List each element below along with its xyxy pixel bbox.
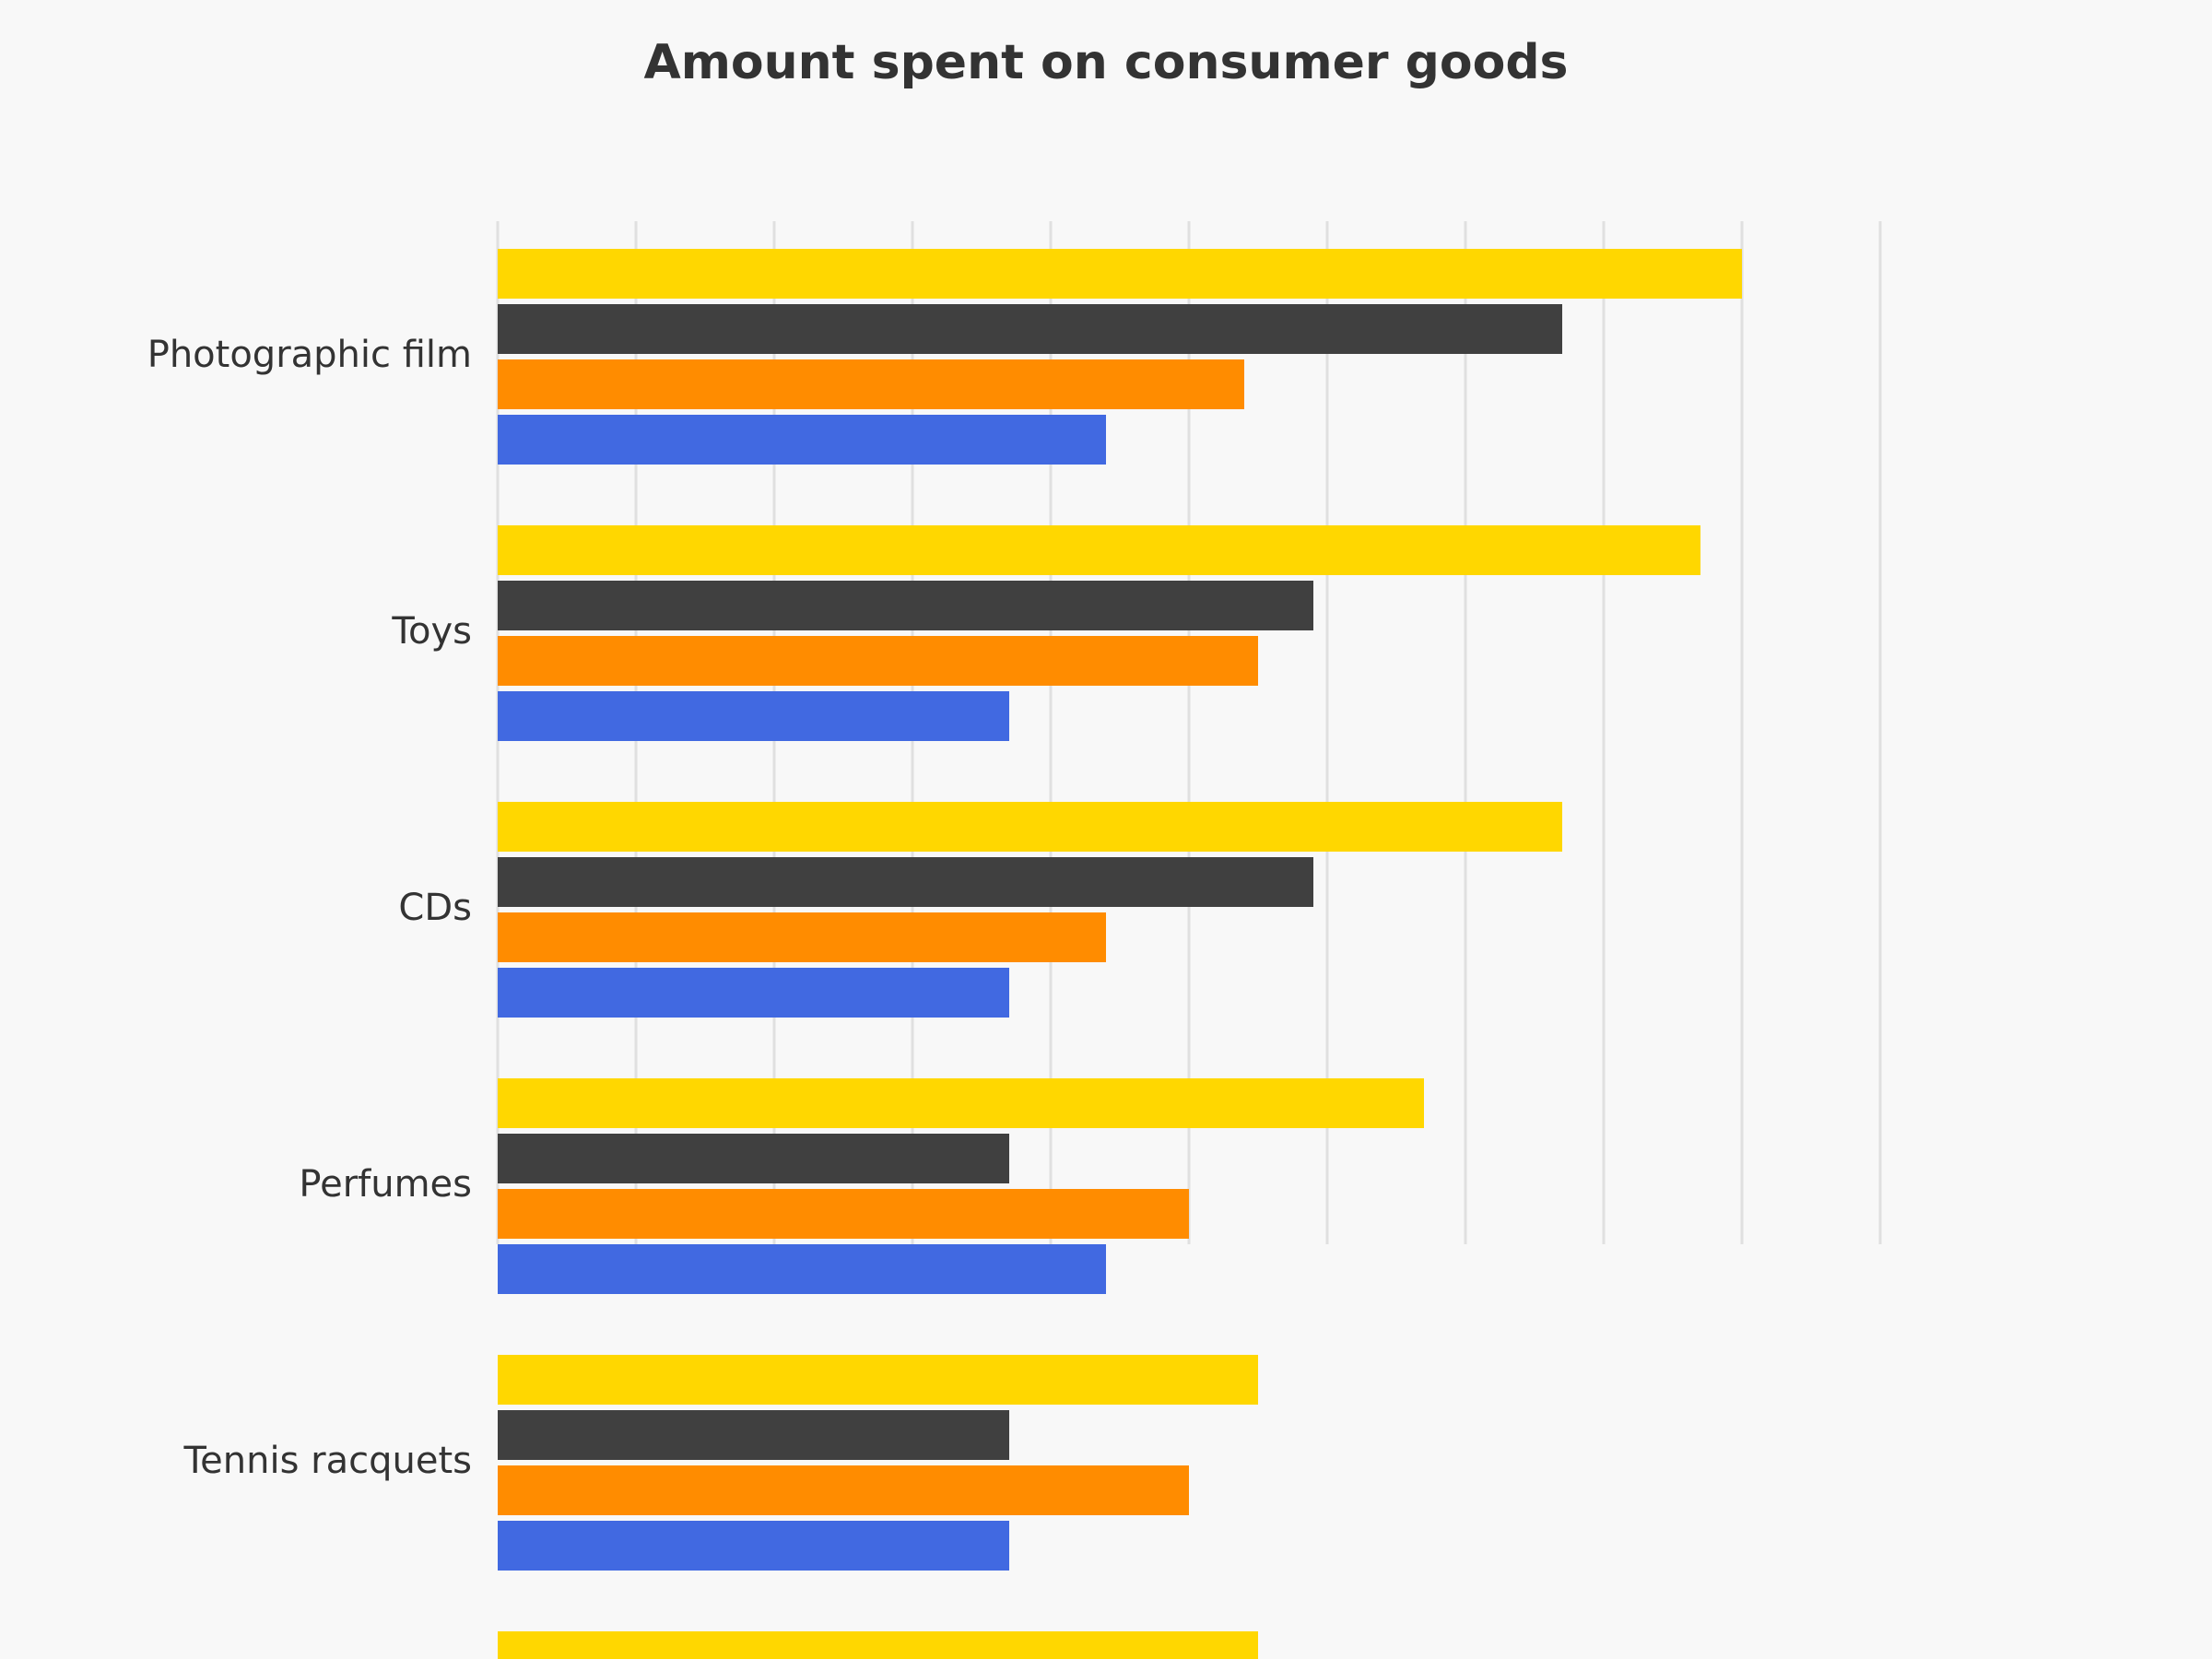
bar [498, 1134, 1009, 1183]
category-label: Photographic film [147, 334, 472, 376]
bar [498, 636, 1258, 686]
category-labels: Photographic film Toys CDs Perfumes Tennis r… [147, 334, 472, 1482]
category-label: Toys [391, 610, 472, 653]
bar [498, 1189, 1189, 1239]
bar [498, 857, 1313, 907]
category-label: Tennis racquets [183, 1440, 472, 1482]
bar [498, 525, 1700, 575]
bar [498, 1465, 1189, 1515]
chart-title: Amount spent on consumer goods [643, 35, 1569, 90]
bar [498, 1078, 1424, 1128]
category-label: Perfumes [299, 1163, 472, 1206]
bar [498, 1521, 1009, 1571]
bar [498, 304, 1562, 354]
bar [498, 968, 1009, 1018]
bar [498, 581, 1313, 630]
bar [498, 912, 1106, 962]
bar [498, 415, 1106, 465]
bar [498, 1631, 1258, 1659]
bar [498, 359, 1244, 409]
bars [498, 249, 1742, 1659]
bar [498, 1355, 1258, 1405]
bar [498, 1410, 1009, 1460]
bar [498, 1244, 1106, 1294]
bar [498, 802, 1562, 852]
bar [498, 691, 1009, 741]
bar [498, 249, 1742, 299]
category-label: CDs [398, 887, 472, 929]
